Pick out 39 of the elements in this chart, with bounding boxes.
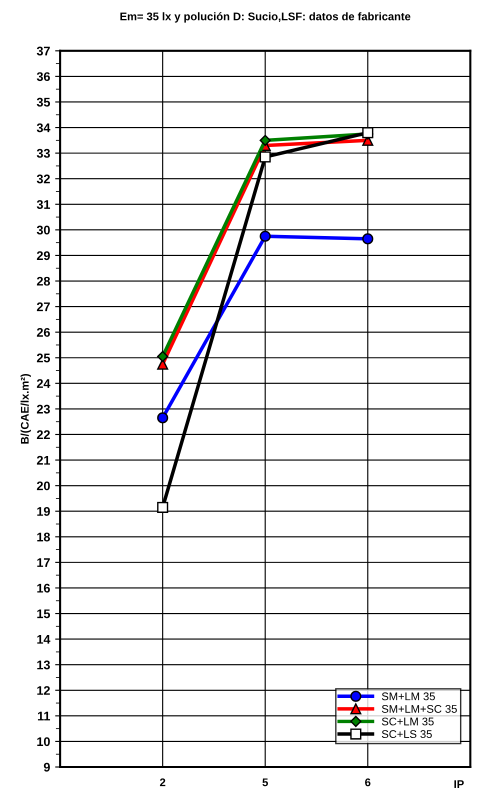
y-tick-label: 32 [36, 174, 50, 184]
y-tick-label: 11 [38, 712, 50, 720]
legend-label: SM+LM+SC 35 [382, 704, 457, 713]
y-tick-label: 15 [37, 609, 50, 618]
chart-title: Em= 35 lx y polución D: Sucio,LSF: datos de fabricante [120, 12, 410, 23]
x-tick-label: 5 [262, 778, 268, 786]
x-axis-title: IP [454, 780, 464, 788]
y-tick-label: 28 [36, 276, 50, 286]
y-tick-label: 33 [36, 148, 50, 158]
y-tick-label: 30 [36, 226, 50, 235]
y-tick-label: 24 [36, 379, 50, 388]
y-tick-label: 21 [36, 456, 50, 465]
legend-label: SC+LM 35 [382, 718, 434, 726]
y-tick-label: 37 [36, 46, 50, 56]
y-tick-label: 26 [36, 328, 50, 337]
y-tick-label: 13 [37, 660, 50, 670]
y-tick-label: 35 [36, 98, 50, 107]
y-axis-title: B/(CAE/lx.m²) [20, 374, 31, 444]
y-tick-label: 34 [36, 123, 50, 132]
y-tick-label: 27 [36, 302, 50, 312]
y-tick-label: 14 [37, 635, 50, 644]
y-tick-label: 19 [37, 507, 50, 516]
y-tick-label: 16 [37, 584, 50, 593]
y-tick-label: 10 [37, 737, 50, 746]
y-tick-label: 29 [36, 251, 50, 260]
legend-label: SC+LS 35 [382, 730, 432, 738]
y-tick-label: 36 [36, 72, 50, 82]
y-tick-label: 9 [44, 762, 50, 772]
y-tick-label: 18 [37, 532, 50, 542]
y-tick-label: 23 [36, 404, 50, 414]
legend-label: SM+LM 35 [382, 692, 435, 700]
y-tick-label: 12 [37, 686, 50, 695]
y-tick-label: 25 [36, 354, 50, 362]
y-tick-label: 20 [36, 481, 50, 490]
x-tick-label: 6 [365, 778, 370, 786]
y-tick-label: 17 [37, 558, 50, 567]
y-tick-label: 31 [36, 200, 50, 209]
y-tick-label: 22 [36, 430, 50, 440]
x-tick-label: 2 [160, 778, 166, 786]
